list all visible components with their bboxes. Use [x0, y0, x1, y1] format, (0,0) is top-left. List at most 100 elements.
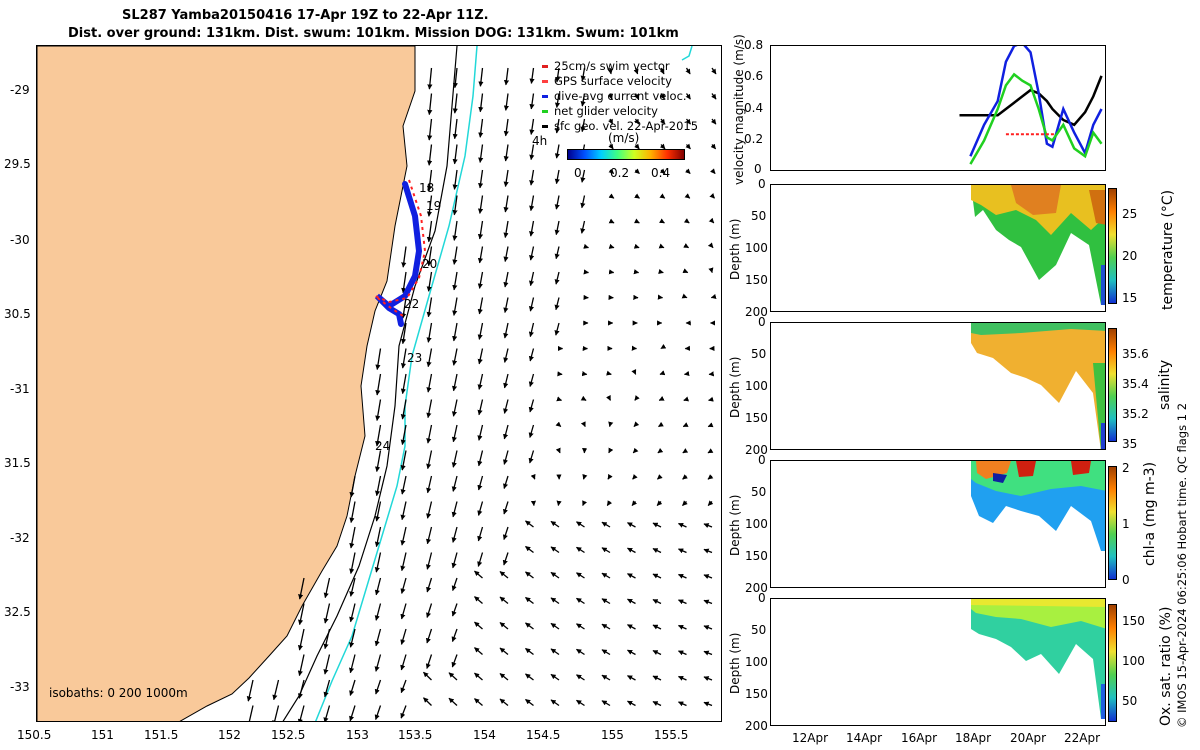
depth-tick: 150 — [745, 549, 768, 563]
current-vector — [503, 475, 509, 489]
current-vector — [499, 596, 509, 605]
current-vector — [525, 647, 534, 656]
current-vector — [298, 603, 305, 626]
current-vector — [499, 571, 509, 579]
current-vector — [550, 622, 560, 630]
current-vector — [323, 679, 331, 698]
depth-tick: 50 — [751, 485, 767, 499]
depth-tick: 100 — [745, 655, 768, 669]
current-vector — [427, 144, 433, 166]
current-vector — [550, 673, 560, 681]
current-vector — [451, 654, 458, 668]
current-vector — [426, 399, 433, 419]
current-vector — [529, 118, 535, 135]
current-vector — [374, 552, 382, 573]
current-vector — [503, 220, 509, 239]
current-vector — [634, 118, 640, 125]
current-vector — [525, 571, 534, 579]
current-vector — [685, 67, 691, 75]
day-label-22: 22 — [404, 297, 419, 311]
current-vector — [503, 169, 509, 188]
current-vector — [678, 675, 687, 681]
day-label-24: 24 — [375, 439, 390, 453]
current-vector — [683, 396, 690, 402]
chla-cbar-tick: 0 — [1122, 573, 1130, 587]
current-vector — [349, 552, 356, 575]
current-vector — [550, 648, 560, 656]
temperature-cbar-label: temperature (°C) — [1160, 189, 1176, 310]
current-vector — [576, 572, 585, 579]
current-vector — [349, 654, 356, 674]
current-vector — [525, 545, 534, 554]
current-vector — [554, 169, 560, 185]
current-vector — [554, 297, 560, 311]
chla-depth-label: Depth (m) — [728, 494, 742, 556]
current-vector — [349, 501, 356, 524]
oxygen-cbar-label: Ox. sat. ratio (%) — [1158, 606, 1174, 726]
oxygen-colorbar — [1108, 604, 1117, 722]
current-vector — [426, 246, 433, 267]
vel-ytick: 0.6 — [744, 69, 764, 83]
isobath-1000 — [315, 46, 478, 721]
current-vector — [427, 67, 433, 90]
temperature-section — [971, 185, 1105, 305]
temp-cbar-tick: 15 — [1122, 291, 1138, 305]
current-vector — [477, 552, 484, 567]
legend-gps-velocity: GPS surface velocity — [542, 74, 672, 88]
current-vector — [478, 144, 484, 163]
current-vector — [400, 322, 407, 345]
current-vector — [685, 93, 691, 100]
current-vector — [451, 475, 458, 492]
current-vector — [634, 193, 640, 199]
current-vector — [323, 577, 331, 599]
current-vector — [452, 348, 458, 366]
current-vector — [678, 522, 687, 528]
current-vector — [659, 218, 665, 224]
current-vector — [601, 572, 611, 579]
day-label-19: 19 — [426, 199, 441, 213]
depth-tick: 50 — [751, 209, 767, 223]
current-vector — [503, 297, 509, 314]
current-vector — [477, 348, 484, 365]
current-vector — [297, 628, 305, 651]
vel-ytick: 0.4 — [744, 101, 764, 115]
current-vector — [503, 399, 509, 414]
land-area — [37, 46, 416, 721]
current-vector — [652, 700, 662, 707]
current-vector — [528, 271, 535, 287]
ox-cbar-tick: 50 — [1122, 694, 1138, 708]
current-vector — [349, 603, 356, 623]
day-label-20: 20 — [422, 257, 437, 271]
current-vector — [528, 373, 535, 387]
chla-cbar-tick: 2 — [1122, 461, 1130, 475]
current-vector — [297, 654, 305, 677]
title-line2: Dist. over ground: 131km. Dist. swum: 10… — [68, 26, 679, 41]
current-vector — [678, 599, 687, 605]
current-vector — [652, 675, 662, 681]
current-vector — [400, 424, 407, 446]
depth-tick: 100 — [745, 379, 768, 393]
current-vector — [659, 143, 666, 150]
current-vector — [525, 673, 534, 681]
current-vector — [685, 143, 691, 150]
current-vector — [427, 118, 433, 141]
current-vector — [627, 573, 636, 579]
current-vector — [606, 500, 613, 506]
current-vector — [503, 348, 509, 363]
current-vector — [478, 93, 484, 113]
current-vector — [634, 395, 640, 401]
current-vector — [529, 246, 535, 261]
current-vector — [349, 705, 356, 721]
current-vector — [582, 500, 587, 507]
day-label-23: 23 — [407, 351, 422, 365]
xtick: 151 — [91, 728, 114, 742]
time-tick: 20Apr — [1010, 731, 1047, 745]
current-vector — [529, 93, 535, 110]
current-vector — [528, 450, 535, 464]
current-vector — [627, 649, 636, 656]
current-vector — [608, 447, 614, 454]
day-label-18: 18 — [419, 181, 434, 195]
legend-cbar-tick-2: 0.4 — [651, 166, 671, 180]
current-vector — [502, 450, 509, 465]
current-vector — [529, 220, 535, 237]
